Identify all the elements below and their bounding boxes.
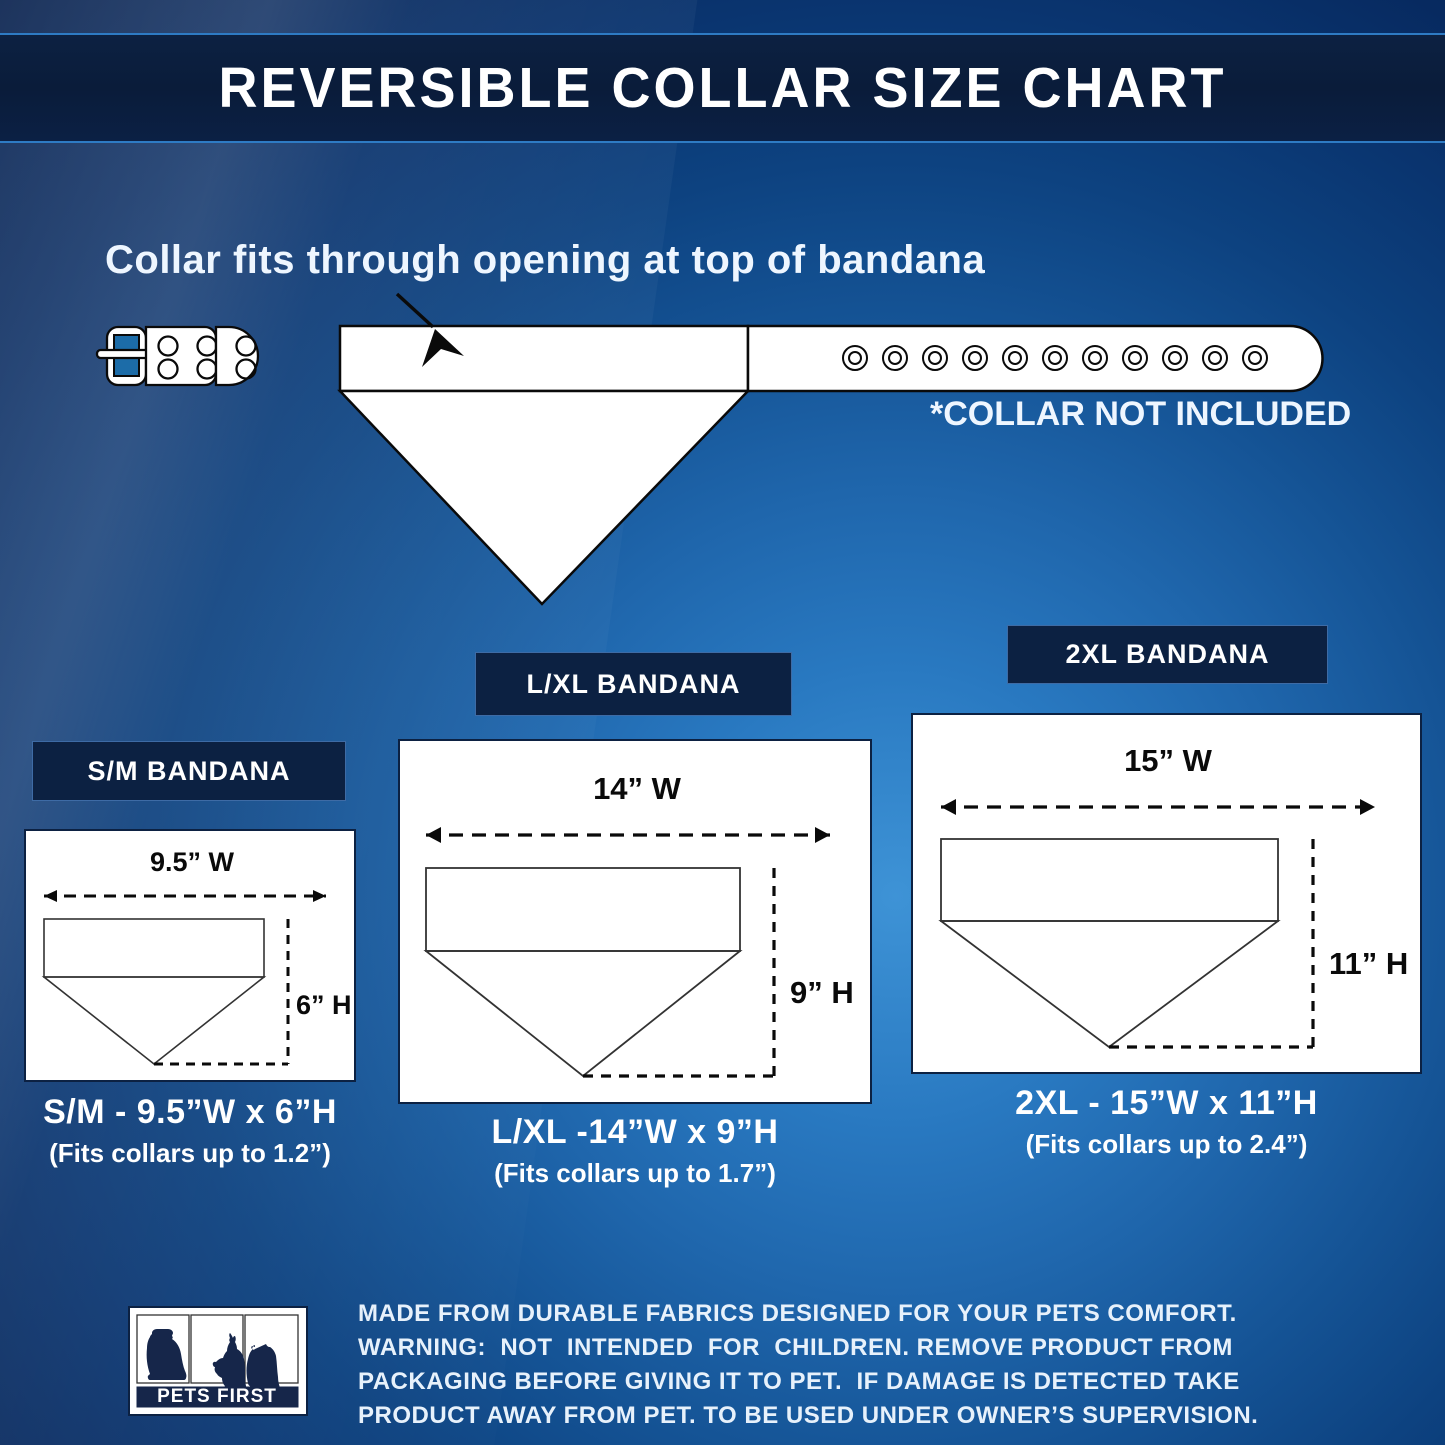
svg-text:9” H: 9” H: [790, 975, 854, 1010]
svg-text:9.5” W: 9.5” W: [150, 847, 235, 877]
svg-text:PETS FIRST: PETS FIRST: [157, 1386, 277, 1407]
svg-text:6” H: 6” H: [296, 990, 352, 1020]
svg-text:15” W: 15” W: [1124, 743, 1213, 778]
svg-text:14” W: 14” W: [593, 771, 682, 806]
svg-text:11” H: 11” H: [1329, 946, 1408, 981]
